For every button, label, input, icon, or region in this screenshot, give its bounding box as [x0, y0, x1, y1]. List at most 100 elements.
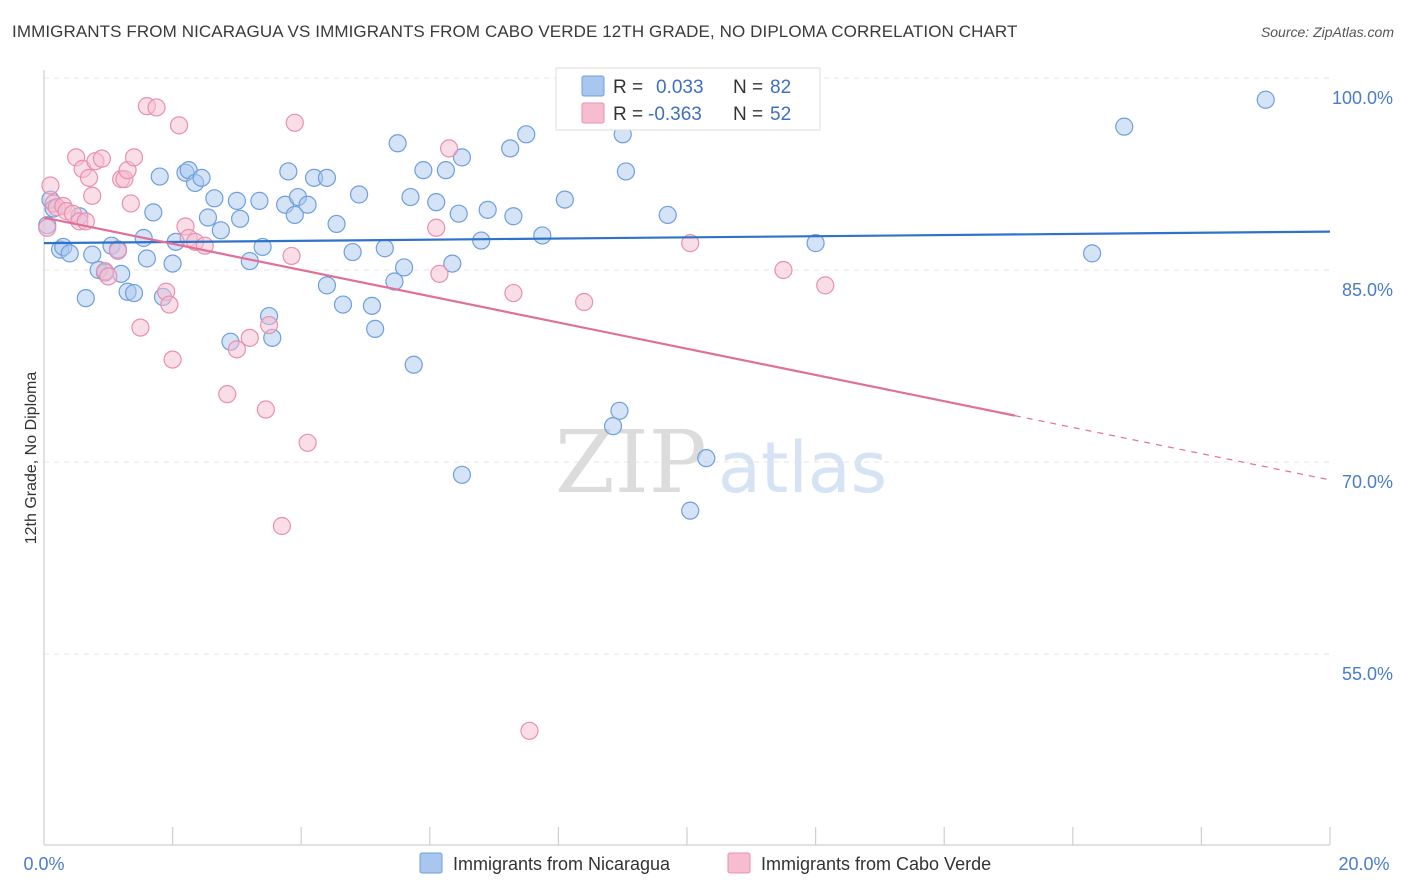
stats-legend-swatch-blue	[581, 75, 605, 97]
point-nicaragua	[227, 191, 246, 210]
point-nicaragua	[192, 168, 211, 187]
chart-title: IMMIGRANTS FROM NICARAGUA VS IMMIGRANTS …	[12, 22, 1018, 41]
point-nicaragua	[1115, 117, 1134, 136]
point-cabo-verde	[256, 400, 275, 419]
point-cabo-verde	[285, 113, 304, 132]
point-cabo-verde	[504, 283, 523, 303]
point-nicaragua	[163, 254, 182, 273]
y-tick-label: 100.0%	[1332, 88, 1393, 108]
point-nicaragua	[533, 226, 552, 245]
point-nicaragua	[327, 214, 346, 234]
point-nicaragua	[401, 187, 420, 207]
legend-label-cabo-verde: Immigrants from Cabo Verde	[761, 854, 991, 874]
source-credit: Source: ZipAtlas.com	[1260, 24, 1394, 40]
point-nicaragua	[1082, 244, 1102, 263]
point-nicaragua	[603, 417, 623, 436]
point-nicaragua	[150, 167, 169, 186]
point-cabo-verde	[41, 176, 60, 195]
point-cabo-verde	[38, 218, 57, 237]
trend-line-nicaragua	[43, 230, 1331, 245]
stats-r-label-blue: R =	[613, 77, 643, 98]
x-tick-label-max: 20.0%	[1338, 854, 1389, 874]
stats-n-label-pink: N =	[733, 104, 763, 125]
x-axis-ticks	[172, 827, 1331, 845]
stats-legend-swatch-pink	[581, 102, 605, 124]
point-nicaragua	[124, 283, 144, 303]
point-nicaragua	[517, 125, 536, 144]
point-nicaragua	[610, 401, 629, 420]
trend-line-cabo-verde	[43, 216, 1016, 417]
point-cabo-verde	[681, 234, 700, 253]
stats-n-value-blue: 82	[770, 77, 791, 98]
stats-legend: R = 0.033 N = 82 R = -0.363 N = 52	[555, 67, 821, 131]
point-nicaragua	[211, 221, 230, 240]
point-cabo-verde	[108, 241, 128, 260]
point-nicaragua	[555, 190, 574, 209]
y-axis-label: 12th Grade, No Diploma	[23, 372, 40, 545]
point-cabo-verde	[427, 218, 446, 237]
watermark-zip: ZIP	[555, 413, 707, 513]
point-nicaragua	[205, 189, 224, 208]
trend-lines	[43, 216, 1331, 481]
stats-n-label-blue: N =	[733, 77, 763, 98]
point-cabo-verde	[124, 148, 144, 167]
point-nicaragua	[616, 162, 636, 181]
point-nicaragua	[452, 465, 472, 484]
point-cabo-verde	[575, 292, 594, 312]
point-cabo-verde	[259, 315, 279, 335]
point-nicaragua	[504, 207, 523, 226]
point-nicaragua	[658, 205, 677, 225]
watermark: ZIP atlas	[555, 413, 887, 513]
point-cabo-verde	[92, 149, 111, 168]
point-cabo-verde	[163, 350, 182, 369]
point-nicaragua	[298, 195, 317, 214]
point-cabo-verde	[430, 264, 449, 283]
point-nicaragua	[697, 449, 716, 468]
point-nicaragua	[83, 245, 102, 264]
stats-r-value-pink: -0.363	[648, 104, 702, 125]
point-cabo-verde	[272, 516, 292, 536]
point-cabo-verde	[121, 194, 140, 213]
point-cabo-verde	[79, 168, 99, 187]
point-nicaragua	[806, 234, 825, 253]
stats-n-value-pink: 52	[770, 104, 791, 125]
point-nicaragua	[414, 161, 433, 180]
point-nicaragua	[501, 139, 520, 158]
point-nicaragua	[366, 319, 385, 338]
point-cabo-verde	[99, 267, 118, 286]
point-nicaragua	[472, 231, 491, 250]
grid-lines	[44, 77, 1330, 655]
point-nicaragua	[333, 295, 353, 314]
point-nicaragua	[394, 258, 414, 277]
legend-swatch-nicaragua	[419, 852, 443, 874]
point-cabo-verde	[218, 385, 237, 404]
point-cabo-verde	[439, 139, 459, 158]
point-cabo-verde	[160, 295, 179, 314]
point-nicaragua	[449, 204, 468, 223]
point-nicaragua	[452, 148, 472, 167]
point-nicaragua	[317, 276, 337, 295]
point-cabo-verde	[816, 276, 835, 295]
series-cabo-verde-points	[38, 97, 835, 740]
point-nicaragua	[404, 355, 423, 374]
point-nicaragua	[279, 162, 298, 181]
legend-label-nicaragua: Immigrants from Nicaragua	[453, 854, 671, 874]
point-nicaragua	[250, 191, 269, 210]
point-nicaragua	[144, 203, 163, 222]
series-legend: Immigrants from Nicaragua Immigrants fro…	[419, 852, 991, 874]
watermark-atlas: atlas	[718, 427, 887, 509]
point-nicaragua	[137, 249, 156, 268]
y-tick-label: 85.0%	[1342, 280, 1393, 300]
y-axis-tick-labels: 100.0% 85.0% 70.0% 55.0%	[1332, 88, 1393, 684]
point-nicaragua	[1256, 90, 1275, 109]
point-cabo-verde	[83, 186, 102, 205]
point-cabo-verde	[282, 246, 301, 266]
trend-line-cabo-verde-extension	[1014, 415, 1331, 481]
point-nicaragua	[60, 244, 79, 263]
point-cabo-verde	[131, 318, 150, 337]
point-nicaragua	[436, 161, 455, 180]
point-nicaragua	[253, 237, 272, 257]
point-nicaragua	[317, 168, 337, 187]
point-cabo-verde	[169, 116, 189, 135]
point-nicaragua	[343, 242, 362, 262]
